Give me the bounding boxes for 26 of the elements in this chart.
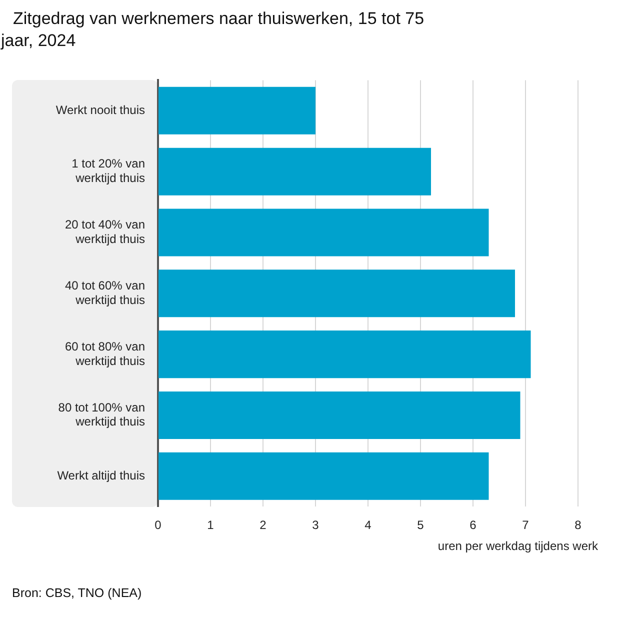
y-tick-label: Werkt nooit thuis — [56, 102, 145, 117]
chart-title: Zitgedrag van werknemers naar thuiswerken, 15 tot 75 jaar, 2024 — [1, 8, 426, 52]
y-tick-label: Werkt altijd thuis — [57, 468, 145, 482]
bar — [158, 391, 520, 439]
x-tick-label: 2 — [260, 518, 267, 532]
bar — [158, 270, 515, 318]
y-tick-label: 40 tot 60% van werktijd thuis — [64, 278, 145, 307]
x-tick-label: 7 — [522, 518, 530, 532]
x-tick-label: 4 — [364, 518, 372, 532]
bar — [158, 330, 531, 378]
y-tick-label: 80 tot 100% van werktijd thuis — [58, 400, 145, 429]
x-tick-label: 6 — [470, 518, 477, 532]
y-tick-label: 1 tot 20% van werktijd thuis — [72, 156, 145, 186]
bar — [158, 208, 489, 256]
x-tick-label: 5 — [417, 518, 424, 532]
bar — [158, 86, 316, 134]
y-tick-label: 20 tot 40% van werktijd thuis — [64, 218, 145, 246]
text: Bron: CBS, TNO (NEA) — [12, 586, 142, 600]
x-tick-label: 8 — [574, 518, 582, 532]
y-tick-label: 60 tot 80% van werktijd thuis — [64, 339, 145, 368]
x-tick-label: 1 — [207, 518, 214, 532]
x-tick-label: 3 — [312, 518, 320, 532]
bar — [158, 452, 489, 500]
x-axis-title: uren per werkdag tijdens werk — [438, 538, 599, 553]
x-tick-label: 0 — [154, 518, 162, 532]
bar — [158, 148, 431, 196]
